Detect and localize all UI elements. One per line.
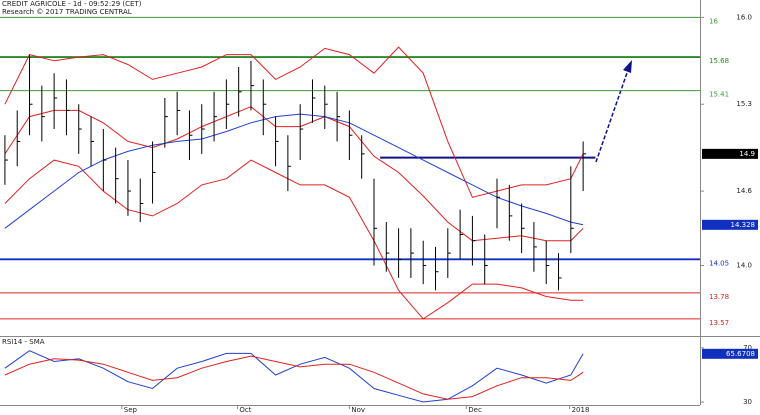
level-label: 16 [709,17,718,25]
indicator-line [4,355,584,400]
x-tick-label: Sep [124,406,138,414]
level-label: 15.68 [709,57,729,65]
price-box [702,148,758,159]
arrow-head [623,60,632,73]
level-label: 13.57 [709,319,729,327]
y-tick-label: 16.0 [736,13,752,21]
indicator-line [4,350,584,403]
x-tick-label: Oct [239,406,251,414]
indicator-line [4,159,584,320]
rsi-title: RSI14 - SMA [2,338,45,346]
y-tick-label: 14.6 [736,187,752,195]
price-box-label: 14.9 [739,150,755,158]
price-box-label: 14.328 [731,221,756,229]
price-box-label: 65.6708 [726,350,755,358]
y-tick-label: 15.3 [736,100,752,108]
chart-title: CREDIT AGRICOLE - 1d - 09:52:29 (CET) [2,0,142,8]
x-tick-label: Dec [468,406,482,414]
price-box [702,348,758,359]
chart-subtitle: Research © 2017 TRADING CENTRAL [2,8,132,16]
projection-arrow [595,69,629,163]
level-label: 15.41 [709,91,729,99]
y-tick-label: 70 [743,344,752,352]
level-label: 13.78 [709,293,729,301]
level-label: 14.05 [709,259,729,267]
x-tick-label: Nov [351,406,365,414]
price-box [702,219,758,230]
x-tick-label: 2018 [572,406,590,414]
y-tick-label: 30 [743,398,752,406]
y-tick-label: 14.0 [736,262,752,270]
